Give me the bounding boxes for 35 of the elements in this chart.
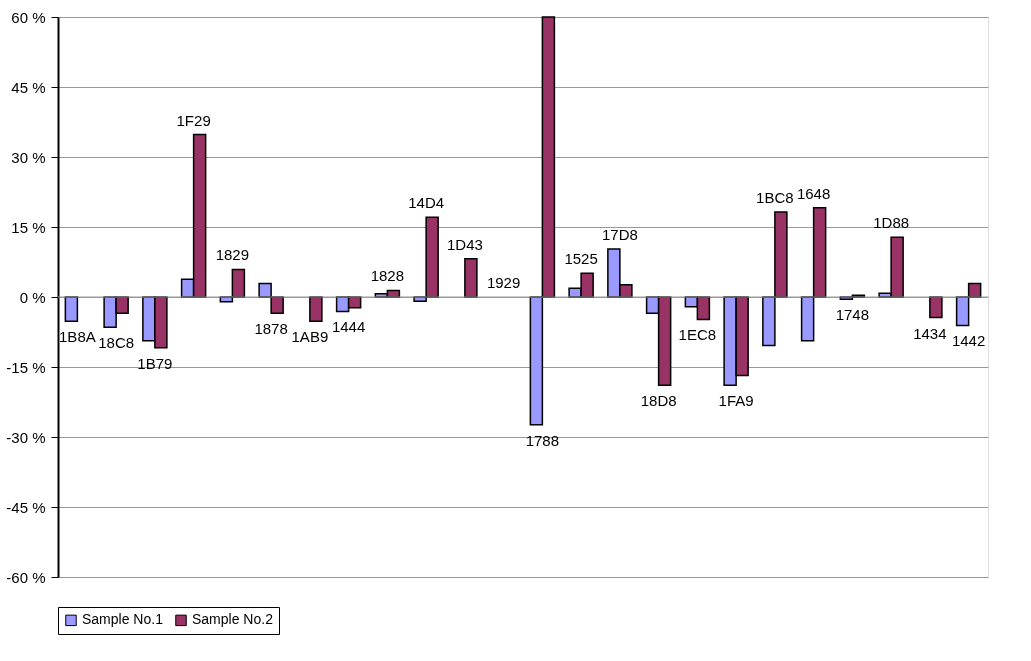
legend-label: Sample No.1 <box>82 611 164 628</box>
x-tick-label: 1829 <box>215 246 250 264</box>
x-tick-label: 1648 <box>796 184 831 202</box>
x-tick-label: 1748 <box>835 306 870 324</box>
x-tick-label: 1D88 <box>873 214 910 232</box>
y-tick-label: 30 % <box>11 148 46 166</box>
x-tick-label: 1878 <box>254 320 288 338</box>
x-tick-label: 1929 <box>486 274 521 291</box>
x-tick-label: 1B79 <box>137 354 173 372</box>
x-tick-label: 1AB9 <box>291 328 329 346</box>
x-tick-label: 1D43 <box>446 235 483 253</box>
x-tick-label: 1442 <box>951 332 986 350</box>
x-tick-label: 14D4 <box>408 194 445 212</box>
x-tick-label: 1F29 <box>176 111 211 129</box>
x-tick-label: 18D8 <box>640 392 677 410</box>
legend-label: Sample No.2 <box>192 611 274 628</box>
x-tick-label: 1525 <box>564 250 598 268</box>
y-tick-label: -15 % <box>6 358 46 376</box>
y-tick-label: 45 % <box>11 78 46 96</box>
x-tick-label: 1444 <box>331 318 366 336</box>
y-tick-label: -30 % <box>6 428 46 446</box>
x-tick-label: 1B8A <box>59 328 96 346</box>
x-tick-label: 17D8 <box>601 225 638 243</box>
x-tick-label: 1EC8 <box>678 326 717 344</box>
x-tick-label: 1828 <box>370 267 405 285</box>
x-tick-label: 1434 <box>913 324 947 342</box>
y-tick-label: 0 % <box>19 288 46 306</box>
x-tick-label: 1BC8 <box>756 189 794 207</box>
y-tick-label: -60 % <box>6 568 46 586</box>
x-tick-label: 1FA9 <box>718 392 754 410</box>
y-tick-label: 15 % <box>11 218 46 236</box>
x-tick-label: 18C8 <box>98 334 135 352</box>
x-tick-label: 1788 <box>525 431 560 449</box>
y-tick-label: -45 % <box>6 498 46 516</box>
y-tick-label: 60 % <box>11 8 46 26</box>
